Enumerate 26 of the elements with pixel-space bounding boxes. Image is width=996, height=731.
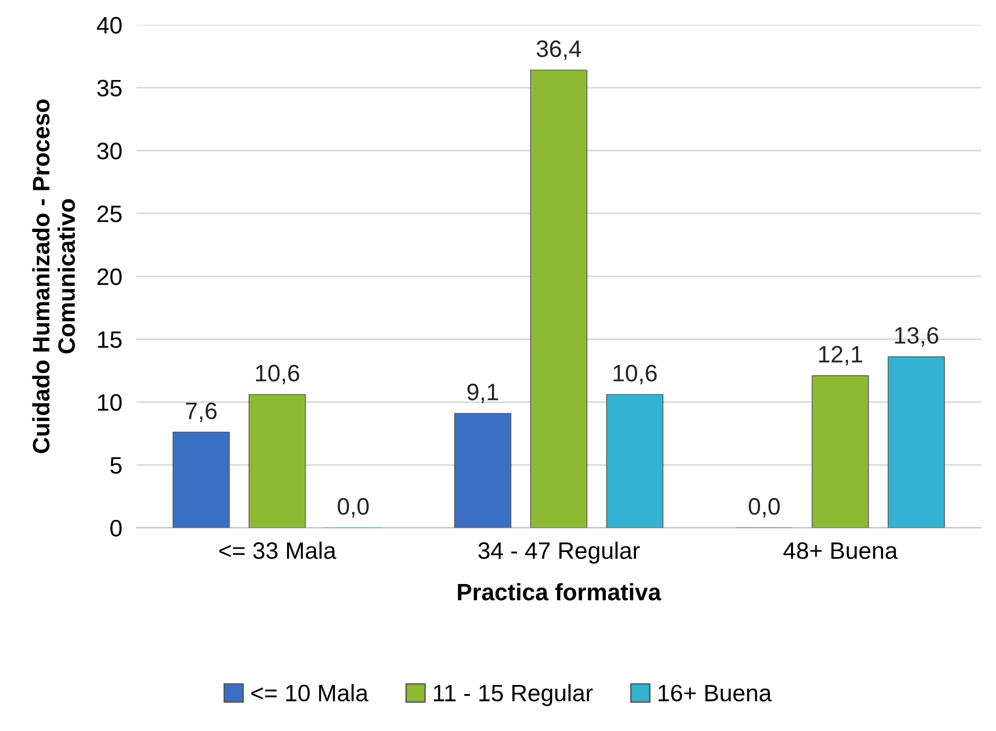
y-tick-label: 25 — [97, 206, 122, 222]
y-tick-label: 15 — [98, 331, 122, 348]
data-label: 7,6 — [186, 402, 217, 422]
data-label: 13,6 — [895, 327, 938, 347]
legend-label: 11 - 15 Regular — [434, 684, 593, 706]
x-axis-title: Practica formativa — [458, 583, 662, 600]
data-label: 36,4 — [536, 40, 582, 60]
y-tick-label: 30 — [97, 142, 122, 160]
legend-label: 16+ Buena — [658, 684, 772, 702]
y-tick-label: 5 — [110, 457, 122, 474]
data-label: 12,1 — [819, 346, 862, 366]
x-tick-label: 34 - 47 Regular — [478, 542, 640, 564]
y-tick-label: 10 — [98, 394, 122, 411]
x-tick-label: <= 33 Mala — [219, 542, 336, 560]
data-label: 10,6 — [256, 364, 300, 384]
x-tick-label: 48+ Buena — [783, 542, 898, 560]
data-label: 0,0 — [748, 498, 780, 518]
data-label: 9,1 — [467, 384, 498, 404]
data-label: 0,0 — [338, 498, 369, 518]
y-tick-label: 40 — [96, 16, 122, 34]
data-label: 10,6 — [614, 364, 657, 384]
y-tick-label: 20 — [97, 268, 122, 286]
y-tick-label: 35 — [97, 80, 122, 97]
y-tick-label: 0 — [110, 520, 122, 537]
legend-label: <= 10 Mala — [251, 684, 368, 702]
y-axis-title: Cuidado Humanizado - Proceso Comunicativo — [32, 99, 75, 454]
